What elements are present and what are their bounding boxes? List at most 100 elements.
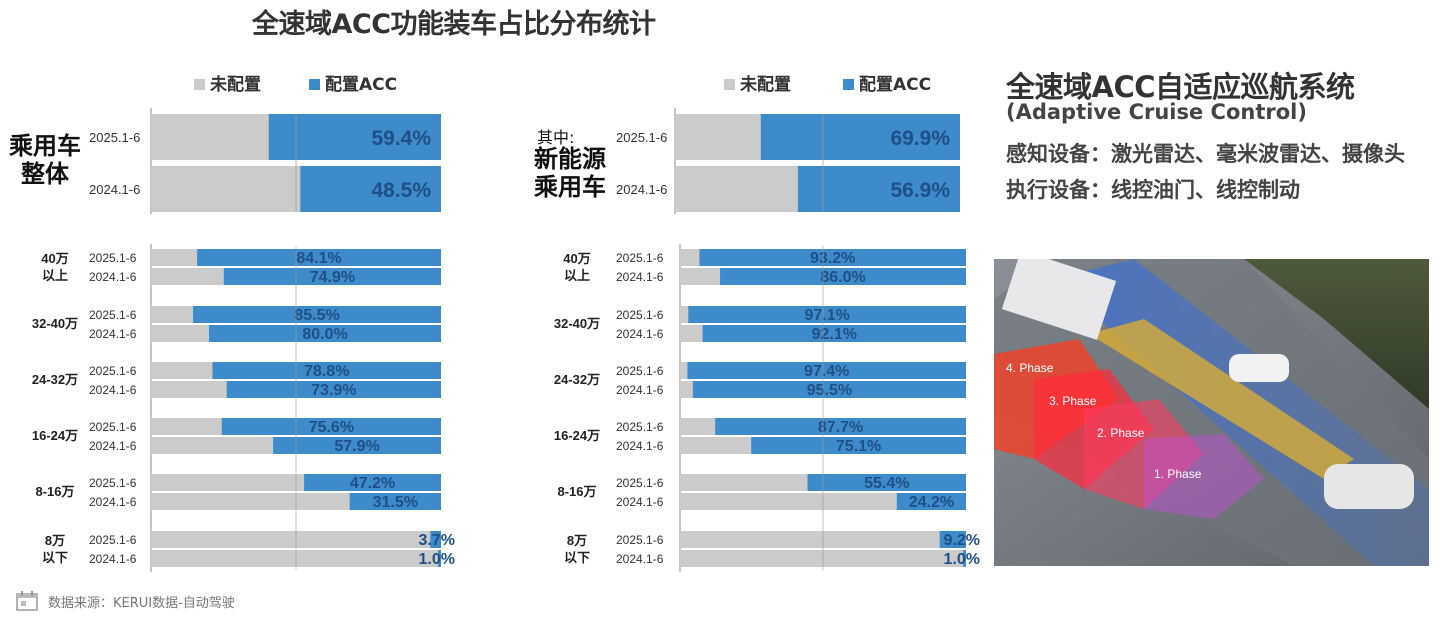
detail-value-label: 97.4% xyxy=(804,363,849,380)
legend-label: 未配置 xyxy=(210,75,261,95)
summary-bar-configured xyxy=(300,166,441,212)
price-band-label: 40万 xyxy=(563,251,590,266)
detail-value-label: 57.9% xyxy=(334,438,379,455)
detail-bar-configured xyxy=(963,550,966,567)
info-subtitle: (Adaptive Cruise Control) xyxy=(1006,100,1307,124)
detail-bar-configured xyxy=(939,531,966,548)
detail-bar-configured xyxy=(715,418,966,435)
left-group-label-line2: 整体 xyxy=(21,160,69,188)
detail-period-label: 2024.1-6 xyxy=(616,383,664,397)
detail-bar-configured xyxy=(223,268,441,285)
detail-bar-configured xyxy=(226,381,441,398)
detail-period-label: 2025.1-6 xyxy=(89,364,137,378)
detail-value-label: 86.0% xyxy=(820,269,865,286)
detail-bar-configured xyxy=(807,474,966,491)
detail-period-label: 2025.1-6 xyxy=(89,251,137,265)
detail-period-label: 2025.1-6 xyxy=(616,420,664,434)
price-band-label: 以上 xyxy=(42,268,68,283)
detail-bar-configured xyxy=(751,437,966,454)
summary-period-label: 2024.1-6 xyxy=(89,182,140,197)
source-note: 数据来源：KERUI数据-自动驾驶 xyxy=(16,591,235,611)
detail-value-label: 55.4% xyxy=(864,475,909,492)
detail-period-label: 2025.1-6 xyxy=(616,364,664,378)
price-band-label: 16-24万 xyxy=(32,428,78,443)
car-icon-ahead xyxy=(1229,354,1289,382)
info-sensing-line: 感知设备：激光雷达、毫米波雷达、摄像头 xyxy=(1006,142,1405,166)
detail-value-label: 3.7% xyxy=(419,532,455,549)
detail-period-label: 2025.1-6 xyxy=(616,308,664,322)
price-band-label: 32-40万 xyxy=(32,316,78,331)
trees-area xyxy=(1244,259,1429,409)
detail-period-label: 2024.1-6 xyxy=(616,439,664,453)
truck-icon xyxy=(1001,259,1117,340)
detail-value-label: 1.0% xyxy=(944,551,980,568)
price-band-label: 8万 xyxy=(45,533,65,548)
right-group-label: 新能源 乘用车 xyxy=(534,145,610,201)
detail-value-label: 75.6% xyxy=(309,419,354,436)
detail-bar-configured xyxy=(212,362,441,379)
calendar-icon xyxy=(16,591,38,611)
detail-bar-configured xyxy=(349,493,441,510)
acc-illustration: 4. Phase 3. Phase 2. Phase 1. Phase xyxy=(994,259,1429,566)
detail-bar-configured xyxy=(692,381,966,398)
price-band-label: 40万 xyxy=(41,251,68,266)
summary-value-label: 69.9% xyxy=(890,127,950,150)
detail-period-label: 2025.1-6 xyxy=(616,251,664,265)
detail-period-label: 2024.1-6 xyxy=(89,495,137,509)
detail-bar-configured xyxy=(304,474,441,491)
info-title: 全速域ACC自适应巡航系统 xyxy=(1006,70,1355,104)
page-title: 全速域ACC功能装车占比分布统计 xyxy=(252,9,656,40)
detail-value-label: 78.8% xyxy=(304,363,349,380)
summary-value-label: 59.4% xyxy=(371,127,431,150)
price-band-label: 32-40万 xyxy=(554,316,600,331)
legend-label: 配置ACC xyxy=(859,75,932,95)
detail-value-label: 97.1% xyxy=(804,307,849,324)
info-actuation-line: 执行设备：线控油门、线控制动 xyxy=(1006,178,1300,202)
price-band-label: 以上 xyxy=(564,268,590,283)
price-band-label: 16-24万 xyxy=(554,428,600,443)
detail-bar-configured xyxy=(896,493,966,510)
detail-bar-configured xyxy=(197,249,441,266)
detail-value-label: 80.0% xyxy=(302,326,347,343)
detail-value-label: 84.1% xyxy=(296,250,341,267)
detail-period-label: 2025.1-6 xyxy=(616,533,664,547)
detail-period-label: 2024.1-6 xyxy=(616,270,664,284)
detail-period-label: 2024.1-6 xyxy=(89,327,137,341)
detail-bar-configured xyxy=(702,325,966,342)
summary-bar-configured xyxy=(797,166,960,212)
summary-value-label: 56.9% xyxy=(890,179,950,202)
detail-value-label: 1.0% xyxy=(419,551,455,568)
right-group-label-line2: 乘用车 xyxy=(534,173,606,201)
detail-value-label: 73.9% xyxy=(311,382,356,399)
detail-value-label: 24.2% xyxy=(909,494,954,511)
detail-bar-configured xyxy=(193,306,441,323)
detail-period-label: 2025.1-6 xyxy=(89,476,137,490)
summary-bar-configured xyxy=(760,114,960,160)
detail-bar-configured xyxy=(688,306,966,323)
detail-value-label: 87.7% xyxy=(818,419,863,436)
legend-item-not-configured: 未配置 xyxy=(194,70,261,95)
detail-bar-configured xyxy=(221,418,441,435)
legend-label: 未配置 xyxy=(740,75,791,95)
legend-swatch-blue xyxy=(309,79,320,90)
detail-period-label: 2025.1-6 xyxy=(89,420,137,434)
price-band-label: 24-32万 xyxy=(554,372,600,387)
legend-swatch-grey xyxy=(194,79,205,90)
price-band-label: 8万 xyxy=(567,533,587,548)
legend-item-not-configured: 未配置 xyxy=(724,70,791,95)
detail-period-label: 2024.1-6 xyxy=(616,495,664,509)
phase-label-2: 2. Phase xyxy=(1097,426,1145,440)
price-band-label: 以下 xyxy=(564,550,590,565)
detail-value-label: 93.2% xyxy=(810,250,855,267)
legend-item-configured: 配置ACC xyxy=(843,70,931,95)
price-band-label: 以下 xyxy=(42,550,68,565)
detail-period-label: 2025.1-6 xyxy=(616,476,664,490)
detail-value-label: 74.9% xyxy=(310,269,355,286)
price-band-label: 8-16万 xyxy=(35,484,74,499)
summary-bar-configured xyxy=(268,114,441,160)
phase-label-4: 4. Phase xyxy=(1006,361,1054,375)
detail-value-label: 31.5% xyxy=(373,494,418,511)
detail-value-label: 9.2% xyxy=(944,532,980,549)
detail-period-label: 2024.1-6 xyxy=(616,327,664,341)
price-band-label: 24-32万 xyxy=(32,372,78,387)
